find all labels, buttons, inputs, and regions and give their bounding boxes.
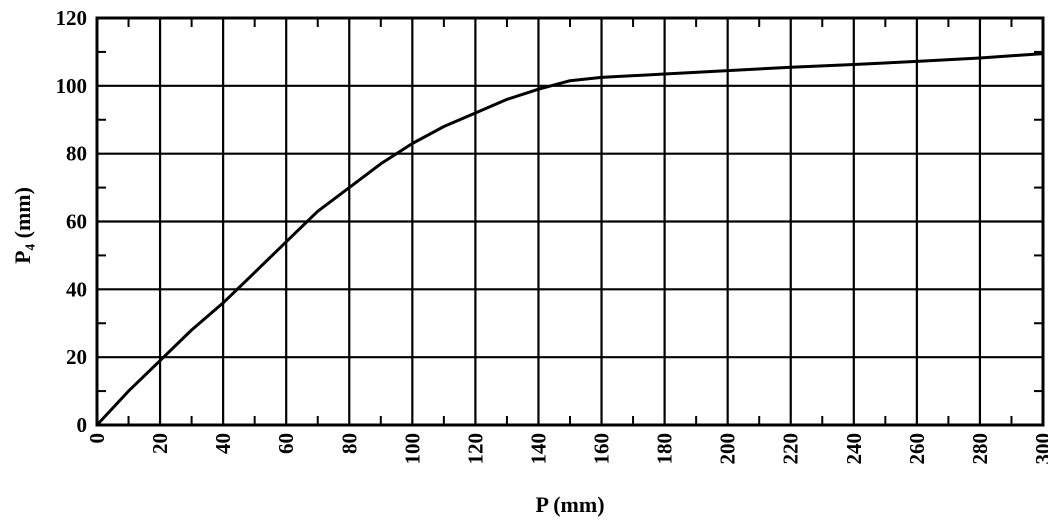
x-tick-label: 300 — [1031, 433, 1048, 465]
x-axis-title: P (mm) — [535, 492, 604, 517]
grid-lines — [97, 18, 1043, 425]
x-tick-label: 100 — [400, 433, 424, 465]
x-tick-label: 180 — [653, 433, 677, 465]
x-tick-label: 260 — [905, 433, 929, 465]
x-tick-label: 160 — [590, 433, 614, 465]
y-tick-label: 60 — [66, 210, 87, 234]
x-tick-label: 140 — [526, 433, 550, 465]
plot-frame — [95, 16, 1045, 427]
y-tick-label: 80 — [66, 142, 87, 166]
y-tick-label: 20 — [66, 345, 87, 369]
y-axis-title: P₄ (mm) — [10, 187, 35, 264]
x-tick-label: 0 — [85, 433, 109, 444]
series-line — [95, 52, 1045, 427]
x-tick-label: 240 — [842, 433, 866, 465]
x-tick-label: 40 — [211, 433, 235, 454]
x-tick-label: 60 — [274, 433, 298, 454]
x-tick-labels: 0 20 40 60 80 100 120 140 160 180 200 220 240 260 280 3… — [85, 433, 1048, 465]
y-tick-label: 40 — [66, 277, 87, 301]
x-tick-label: 120 — [463, 433, 487, 465]
y-tick-label: 100 — [56, 74, 88, 98]
x-tick-label: 200 — [716, 433, 740, 465]
y-tick-label: 0 — [77, 413, 88, 437]
x-tick-label: 80 — [337, 433, 361, 454]
series-layer — [95, 52, 1045, 427]
x-tick-label: 20 — [148, 433, 172, 454]
x-tick-label: 220 — [779, 433, 803, 465]
x-tick-label: 280 — [968, 433, 992, 465]
y-tick-label: 120 — [56, 6, 88, 30]
y-tick-labels: 0 20 40 60 80 100 120 — [56, 6, 88, 437]
